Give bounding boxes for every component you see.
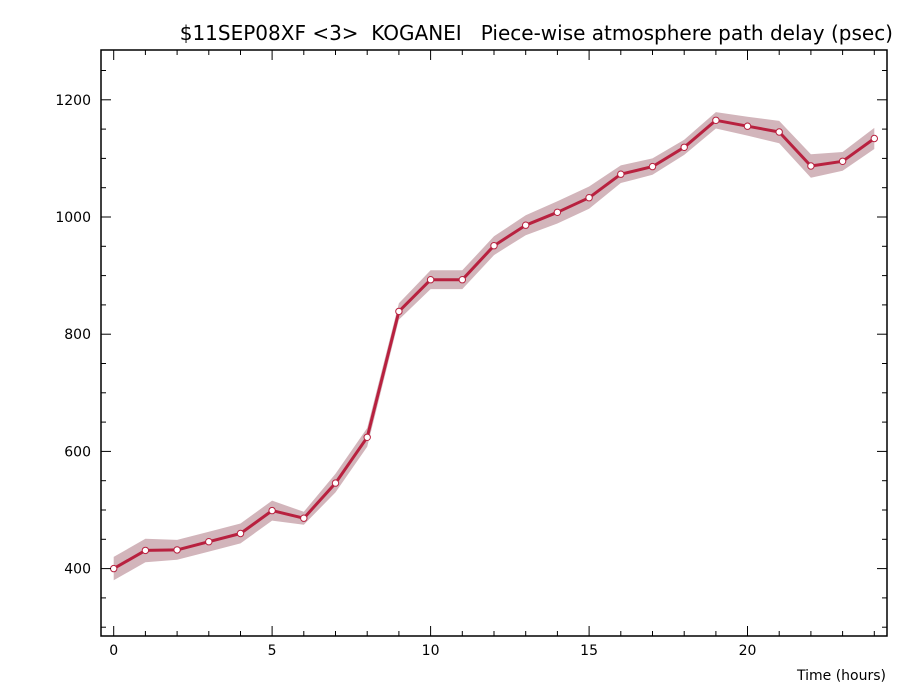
data-points-layer: [110, 116, 878, 573]
data-point: [712, 116, 720, 125]
chart-title: $11SEP08XF <3> KOGANEI Piece-wise atmosp…: [180, 21, 893, 45]
data-point: [268, 506, 276, 515]
axis-tick-labels: 0 5 10 15 20 400 600 800 1000 1200: [55, 93, 756, 659]
data-point: [205, 538, 213, 546]
data-point: [300, 514, 308, 522]
data-point: [838, 157, 847, 166]
series-line: [112, 118, 876, 570]
data-point: [553, 208, 562, 217]
data-point: [870, 134, 878, 143]
data-point: [173, 546, 181, 554]
y-tick-label: 1000: [55, 210, 91, 226]
error-band: [113, 112, 875, 581]
data-point: [585, 194, 593, 202]
data-point: [395, 307, 403, 316]
data-point: [110, 564, 118, 573]
x-tick-label: 15: [580, 643, 598, 659]
data-point: [331, 479, 340, 487]
data-point: [490, 242, 498, 250]
x-tick-label: 10: [422, 643, 440, 659]
data-point: [680, 143, 688, 152]
data-point: [458, 276, 466, 284]
data-point: [363, 433, 371, 441]
y-tick-label: 600: [64, 444, 91, 460]
data-point: [617, 170, 625, 178]
data-point: [236, 529, 245, 538]
x-tick-label: 0: [109, 643, 118, 659]
data-point: [743, 122, 752, 130]
error-band-layer: [113, 112, 875, 581]
y-tick-label: 1200: [55, 93, 91, 109]
x-axis-label: Time (hours): [796, 668, 886, 684]
x-tick-label: 20: [739, 643, 757, 659]
data-point: [141, 546, 150, 555]
data-point: [648, 162, 657, 171]
x-tick-label: 5: [268, 643, 277, 659]
data-point: [426, 276, 435, 284]
y-tick-label: 800: [64, 327, 91, 343]
data-point: [775, 128, 783, 136]
axis-ticks: [101, 50, 887, 636]
series-line-layer: [112, 118, 876, 570]
data-point: [807, 162, 815, 170]
data-point: [522, 221, 530, 229]
y-tick-label: 400: [64, 562, 91, 578]
